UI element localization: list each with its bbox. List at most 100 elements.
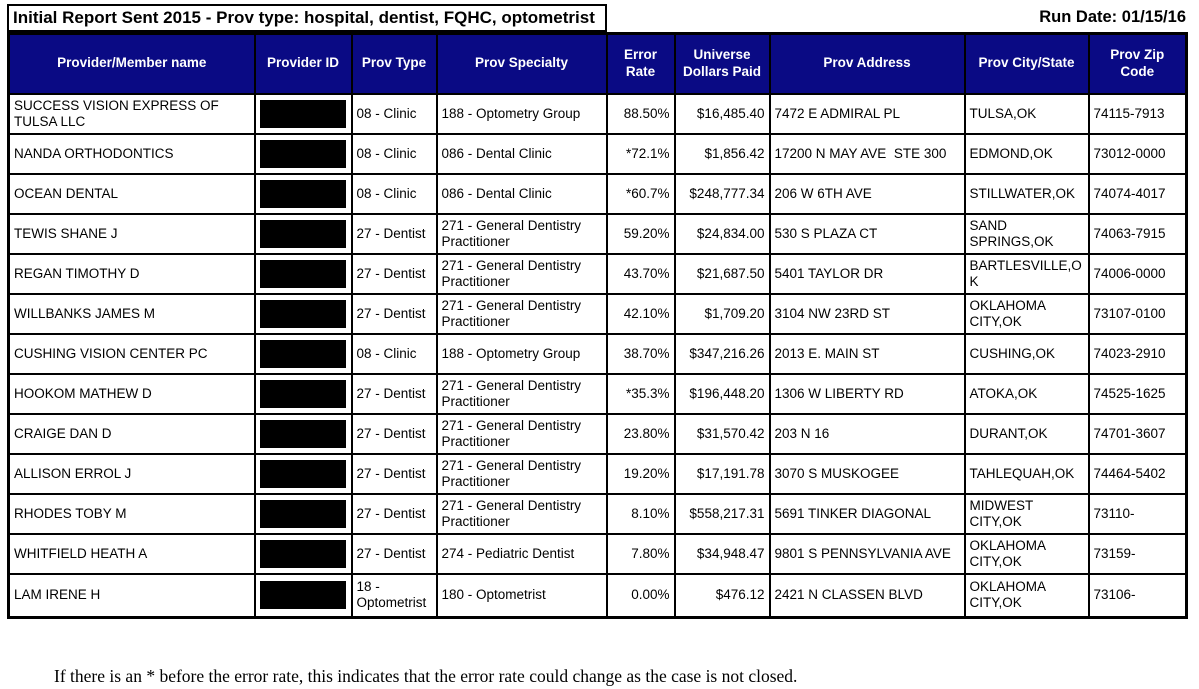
cell-provider-id: [253, 492, 353, 535]
cell-universe-dollars: $21,687.50: [673, 252, 771, 295]
cell-provider-id: [253, 292, 353, 335]
cell-universe-dollars: $558,217.31: [673, 492, 771, 535]
col-header-provider-id: Provider ID: [253, 32, 353, 95]
cell-error-rate: 59.20%: [605, 212, 676, 255]
cell-prov-city-state: DURANT,OK: [963, 412, 1090, 455]
cell-prov-address: 7472 E ADMIRAL PL: [768, 92, 966, 135]
cell-provider-id: [253, 332, 353, 375]
cell-prov-type: 18 - Optometrist: [350, 572, 438, 619]
col-header-prov-specialty: Prov Specialty: [435, 32, 608, 95]
cell-provider-name: ALLISON ERROL J: [7, 452, 256, 495]
cell-error-rate: 42.10%: [605, 292, 676, 335]
cell-provider-name: OCEAN DENTAL: [7, 172, 256, 215]
table-row: WHITFIELD HEATH A 27 - Dentist 274 - Ped…: [7, 532, 1188, 575]
cell-prov-address: 17200 N MAY AVE STE 300: [768, 132, 966, 175]
cell-provider-name: RHODES TOBY M: [7, 492, 256, 535]
cell-error-rate: 19.20%: [605, 452, 676, 495]
cell-prov-specialty: 271 - General Dentistry Practitioner: [435, 412, 608, 455]
cell-prov-type: 27 - Dentist: [350, 532, 438, 575]
cell-prov-specialty: 180 - Optometrist: [435, 572, 608, 619]
cell-provider-name: CRAIGE DAN D: [7, 412, 256, 455]
col-header-provider-name: Provider/Member name: [7, 32, 256, 95]
table-row: WILLBANKS JAMES M 27 - Dentist 271 - Gen…: [7, 292, 1188, 335]
cell-provider-id: [253, 212, 353, 255]
cell-prov-type: 27 - Dentist: [350, 252, 438, 295]
col-header-prov-address: Prov Address: [768, 32, 966, 95]
table-row: LAM IRENE H 18 - Optometrist 180 - Optom…: [7, 572, 1188, 619]
redaction-box: [259, 539, 346, 568]
cell-prov-address: 9801 S PENNSYLVANIA AVE: [768, 532, 966, 575]
cell-prov-city-state: SAND SPRINGS,OK: [963, 212, 1090, 255]
cell-error-rate: *60.7%: [605, 172, 676, 215]
cell-prov-type: 27 - Dentist: [350, 412, 438, 455]
cell-prov-specialty: 086 - Dental Clinic: [435, 132, 608, 175]
cell-prov-address: 2421 N CLASSEN BLVD: [768, 572, 966, 619]
col-header-universe-dollars: Universe Dollars Paid: [673, 32, 771, 95]
cell-prov-zip: 73012-0000: [1087, 132, 1188, 175]
cell-prov-specialty: 271 - General Dentistry Practitioner: [435, 292, 608, 335]
cell-universe-dollars: $347,216.26: [673, 332, 771, 375]
cell-prov-address: 3070 S MUSKOGEE: [768, 452, 966, 495]
redaction-box: [259, 299, 346, 328]
table-row: RHODES TOBY M 27 - Dentist 271 - General…: [7, 492, 1188, 535]
cell-prov-specialty: 188 - Optometry Group: [435, 332, 608, 375]
redaction-box: [259, 581, 346, 610]
redaction-box: [259, 379, 346, 408]
cell-provider-id: [253, 412, 353, 455]
cell-provider-name: WHITFIELD HEATH A: [7, 532, 256, 575]
cell-prov-zip: 74063-7915: [1087, 212, 1188, 255]
cell-provider-id: [253, 532, 353, 575]
cell-prov-specialty: 271 - General Dentistry Practitioner: [435, 492, 608, 535]
provider-report-table: Provider/Member name Provider ID Prov Ty…: [7, 32, 1188, 619]
cell-universe-dollars: $196,448.20: [673, 372, 771, 415]
cell-prov-zip: 73106-: [1087, 572, 1188, 619]
cell-provider-name: NANDA ORTHODONTICS: [7, 132, 256, 175]
cell-prov-specialty: 271 - General Dentistry Practitioner: [435, 212, 608, 255]
cell-prov-specialty: 086 - Dental Clinic: [435, 172, 608, 215]
table-row: CRAIGE DAN D 27 - Dentist 271 - General …: [7, 412, 1188, 455]
cell-error-rate: 7.80%: [605, 532, 676, 575]
cell-provider-name: LAM IRENE H: [7, 572, 256, 619]
cell-prov-city-state: TAHLEQUAH,OK: [963, 452, 1090, 495]
redaction-box: [259, 179, 346, 208]
table-row: HOOKOM MATHEW D 27 - Dentist 271 - Gener…: [7, 372, 1188, 415]
asterisk-footnote: If there is an * before the error rate, …: [54, 666, 798, 686]
cell-prov-zip: 74701-3607: [1087, 412, 1188, 455]
redaction-box: [259, 99, 346, 128]
cell-universe-dollars: $17,191.78: [673, 452, 771, 495]
report-title: Initial Report Sent 2015 - Prov type: ho…: [7, 4, 607, 32]
cell-prov-city-state: ATOKA,OK: [963, 372, 1090, 415]
table-row: OCEAN DENTAL 08 - Clinic 086 - Dental Cl…: [7, 172, 1188, 215]
cell-prov-city-state: STILLWATER,OK: [963, 172, 1090, 215]
cell-prov-zip: 74023-2910: [1087, 332, 1188, 375]
cell-prov-city-state: OKLAHOMA CITY,OK: [963, 532, 1090, 575]
table-row: TEWIS SHANE J 27 - Dentist 271 - General…: [7, 212, 1188, 255]
col-header-prov-type: Prov Type: [350, 32, 438, 95]
cell-prov-type: 27 - Dentist: [350, 292, 438, 335]
cell-error-rate: 88.50%: [605, 92, 676, 135]
cell-prov-type: 08 - Clinic: [350, 92, 438, 135]
cell-universe-dollars: $16,485.40: [673, 92, 771, 135]
cell-prov-type: 08 - Clinic: [350, 132, 438, 175]
cell-prov-type: 08 - Clinic: [350, 172, 438, 215]
cell-provider-id: [253, 172, 353, 215]
cell-prov-city-state: OKLAHOMA CITY,OK: [963, 572, 1090, 619]
cell-provider-id: [253, 452, 353, 495]
cell-universe-dollars: $1,856.42: [673, 132, 771, 175]
cell-universe-dollars: $31,570.42: [673, 412, 771, 455]
cell-prov-zip: 74115-7913: [1087, 92, 1188, 135]
redaction-box: [259, 419, 346, 448]
cell-prov-zip: 74006-0000: [1087, 252, 1188, 295]
cell-provider-id: [253, 372, 353, 415]
cell-prov-city-state: MIDWEST CITY,OK: [963, 492, 1090, 535]
table-row: CUSHING VISION CENTER PC 08 - Clinic 188…: [7, 332, 1188, 375]
table-row: REGAN TIMOTHY D 27 - Dentist 271 - Gener…: [7, 252, 1188, 295]
cell-prov-address: 1306 W LIBERTY RD: [768, 372, 966, 415]
cell-prov-zip: 73159-: [1087, 532, 1188, 575]
cell-prov-address: 530 S PLAZA CT: [768, 212, 966, 255]
cell-error-rate: 38.70%: [605, 332, 676, 375]
cell-provider-id: [253, 252, 353, 295]
cell-prov-specialty: 274 - Pediatric Dentist: [435, 532, 608, 575]
cell-prov-address: 3104 NW 23RD ST: [768, 292, 966, 335]
cell-prov-type: 27 - Dentist: [350, 212, 438, 255]
